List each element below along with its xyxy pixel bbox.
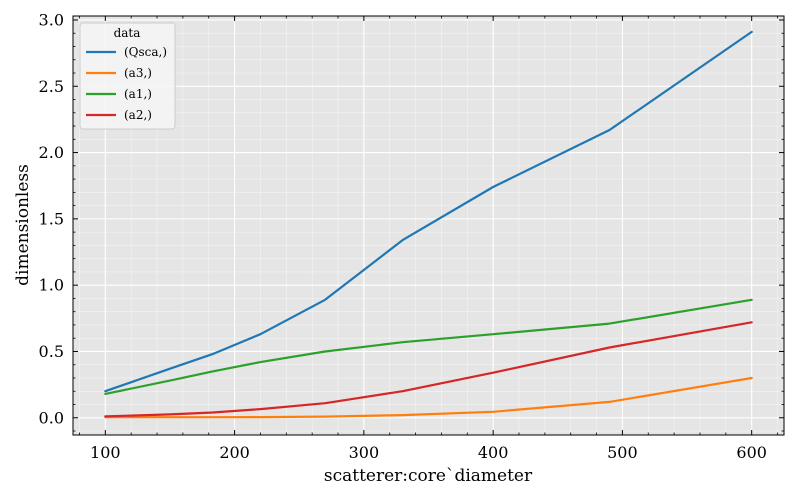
x-tick-label: 500: [607, 443, 638, 462]
x-tick-label: 600: [736, 443, 767, 462]
y-tick-label: 2.5: [39, 77, 64, 96]
y-tick-label: 0.0: [39, 408, 64, 427]
legend-label: (Qsca,): [124, 45, 167, 59]
x-tick-label: 300: [349, 443, 380, 462]
plot-frame: [72, 15, 785, 436]
y-tick-label: 3.0: [39, 10, 64, 29]
series-line: [104, 298, 753, 395]
series-line: [104, 376, 753, 419]
series-line: [104, 30, 753, 393]
legend-title: data: [114, 26, 141, 40]
y-tick-label: 1.5: [39, 209, 64, 228]
x-tick-label: 100: [90, 443, 121, 462]
legend-items: (Qsca,) (a3,) (a1,) (a2,): [86, 45, 167, 122]
y-axis-label: dimensionless: [13, 164, 33, 286]
legend: data (Qsca,) (a3,) (a1,) (a2,): [79, 22, 176, 130]
ticks: 100 200 300 400 500 600 0.0 0.5 1.0 1.5 2.0 2.5 3.0: [39, 10, 784, 462]
legend-label: (a2,): [124, 108, 152, 122]
y-tick-label: 1.0: [39, 276, 64, 295]
legend-label: (a1,): [124, 87, 152, 101]
series-line: [104, 321, 753, 418]
y-tick-label: 2.0: [39, 143, 64, 162]
x-tick-label: 200: [219, 443, 250, 462]
x-axis-label: scatterer:core`diameter: [324, 466, 533, 486]
y-tick-label: 0.5: [39, 342, 64, 361]
legend-box: [79, 22, 176, 130]
series-layer: [104, 30, 753, 419]
legend-label: (a3,): [124, 66, 152, 80]
x-tick-label: 400: [478, 443, 509, 462]
